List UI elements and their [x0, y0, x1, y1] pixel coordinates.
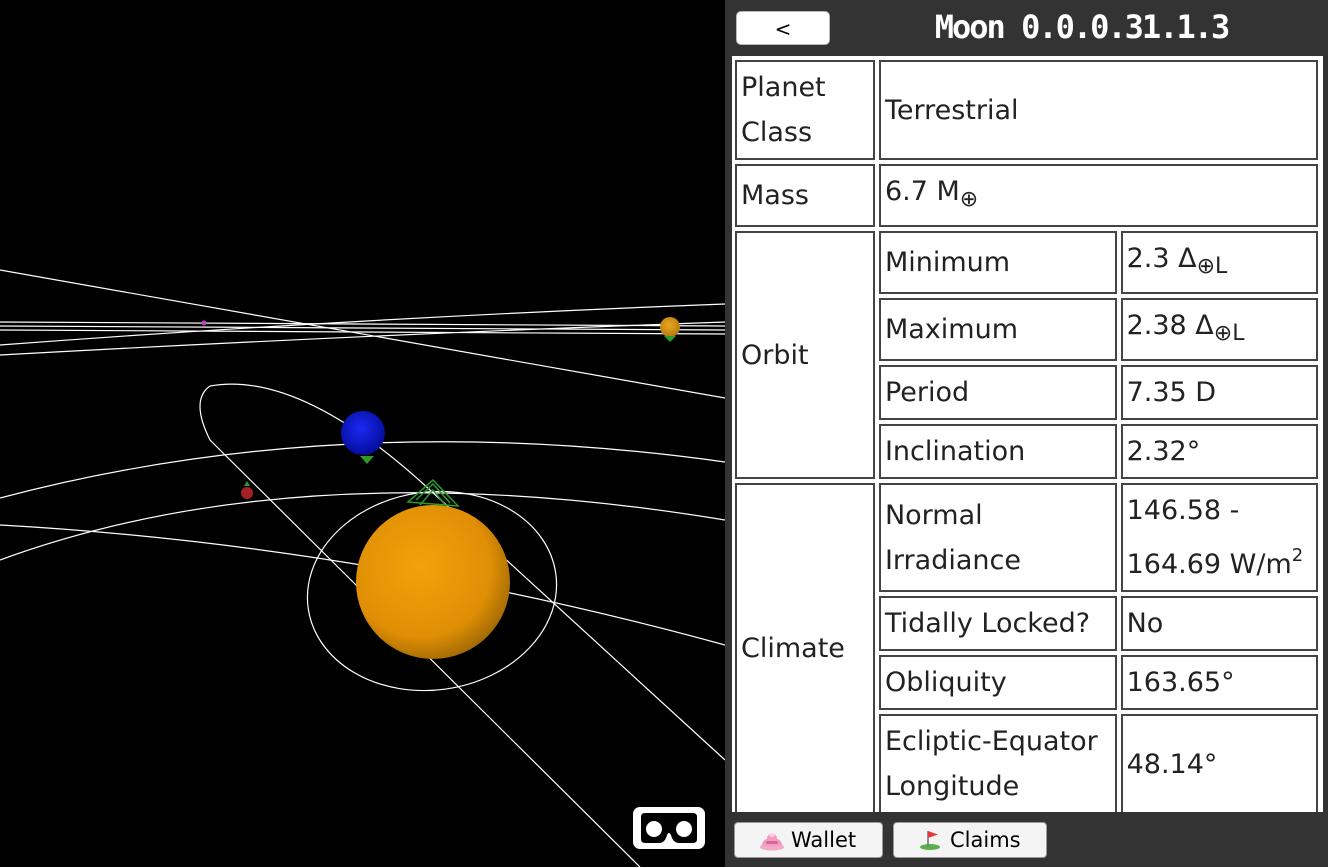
irradiance-value: 146.58 - 164.69 W/m	[1126, 495, 1292, 580]
ecliptic-value: 48.14°	[1120, 714, 1318, 812]
panel-header: < Moon 0.0.0.31.1.3	[725, 0, 1328, 56]
small-orange-planet[interactable]	[660, 317, 680, 337]
claims-button[interactable]: Claims	[893, 822, 1047, 858]
distant-planet[interactable]	[201, 320, 207, 326]
irradiance-label: Normal Irradiance	[878, 483, 1117, 592]
footer-bar: Wallet Claims	[725, 814, 1328, 867]
3d-viewport[interactable]	[0, 0, 725, 867]
orbit-inclination-label: Inclination	[878, 424, 1117, 479]
irradiance-unit: 2	[1291, 545, 1304, 566]
back-button[interactable]: <	[736, 11, 830, 45]
blue-planet[interactable]	[341, 411, 385, 455]
planet-marker-icon	[360, 456, 374, 464]
orbit-minimum-value-cell: 2.3 Δ⊕L	[1120, 231, 1318, 294]
irradiance-value-cell: 146.58 - 164.69 W/m2	[1120, 483, 1318, 592]
details-panel: < Moon 0.0.0.31.1.3 Planet Class Terrest…	[725, 0, 1328, 867]
planet-class-value: Terrestrial	[878, 60, 1318, 160]
vr-mode-button[interactable]	[633, 807, 705, 849]
orbit-label: Orbit	[735, 231, 875, 479]
wallet-icon	[760, 833, 784, 851]
table-row: Tidally Locked? No	[735, 596, 1318, 651]
orbit-line	[209, 383, 725, 761]
planet-marker-icon	[244, 481, 250, 486]
selection-marker-icon	[406, 478, 460, 507]
table-row: Period 7.35 D	[735, 365, 1318, 420]
page-title: Moon 0.0.0.31.1.3	[934, 8, 1231, 46]
tidally-locked-value: No	[1120, 596, 1318, 651]
orbit-inclination-value: 2.32°	[1120, 424, 1318, 479]
table-row: Planet Class Terrestrial	[735, 60, 1318, 160]
mass-value-cell: 6.7 M⊕	[878, 164, 1318, 227]
orbit-line	[0, 492, 725, 561]
orbit-line	[0, 321, 725, 327]
climate-label: Climate	[735, 483, 875, 812]
planet-class-label: Planet Class	[735, 60, 875, 160]
golf-flag-icon	[920, 831, 940, 850]
orbit-line	[0, 321, 725, 356]
claims-label: Claims	[950, 828, 1021, 852]
mass-value: 6.7 M	[884, 176, 960, 207]
solar-system-scene	[0, 269, 725, 867]
table-row: Obliquity 163.65°	[735, 655, 1318, 710]
red-planet[interactable]	[241, 487, 253, 499]
table-row: Orbit Minimum 2.3 Δ⊕L	[735, 231, 1318, 479]
stats-table: Planet Class Terrestrial Mass 6.7 M⊕ Orb…	[732, 56, 1322, 812]
orbit-maximum-unit: ⊕L	[1213, 321, 1245, 346]
orbit-period-value: 7.35 D	[1120, 365, 1318, 420]
planet-marker-icon	[664, 336, 676, 342]
table-row: Maximum 2.38 Δ⊕L	[735, 298, 1318, 361]
obliquity-value: 163.65°	[1120, 655, 1318, 710]
ecliptic-label: Ecliptic-Equator Longitude	[878, 714, 1117, 812]
orbit-maximum-value: 2.38 Δ	[1126, 310, 1214, 341]
tidally-locked-label: Tidally Locked?	[878, 596, 1117, 651]
orbit-line	[199, 385, 641, 867]
table-row: Ecliptic-Equator Longitude 48.14°	[735, 714, 1318, 812]
orbit-period-label: Period	[878, 365, 1117, 420]
orbit-line	[0, 329, 725, 335]
orbit-minimum-unit: ⊕L	[1196, 254, 1228, 279]
orbit-minimum-label: Minimum	[878, 231, 1117, 294]
star-body[interactable]	[356, 505, 510, 659]
vr-headset-icon	[641, 813, 697, 843]
orbit-maximum-value-cell: 2.38 Δ⊕L	[1120, 298, 1318, 361]
orbit-line	[0, 325, 725, 331]
table-row: Inclination 2.32°	[735, 424, 1318, 479]
orbit-minimum-value: 2.3 Δ	[1126, 243, 1197, 274]
table-row: Mass 6.7 M⊕	[735, 164, 1318, 227]
stats-table-container[interactable]: Planet Class Terrestrial Mass 6.7 M⊕ Orb…	[732, 56, 1323, 812]
mass-label: Mass	[735, 164, 875, 227]
wallet-label: Wallet	[791, 828, 857, 852]
orbit-maximum-label: Maximum	[878, 298, 1117, 361]
mass-unit: ⊕	[959, 187, 979, 212]
orbit-line	[0, 303, 725, 346]
obliquity-label: Obliquity	[878, 655, 1117, 710]
orbit-line	[0, 269, 725, 399]
table-row: Climate Normal Irradiance 146.58 - 164.6…	[735, 483, 1318, 812]
wallet-button[interactable]: Wallet	[734, 822, 883, 858]
